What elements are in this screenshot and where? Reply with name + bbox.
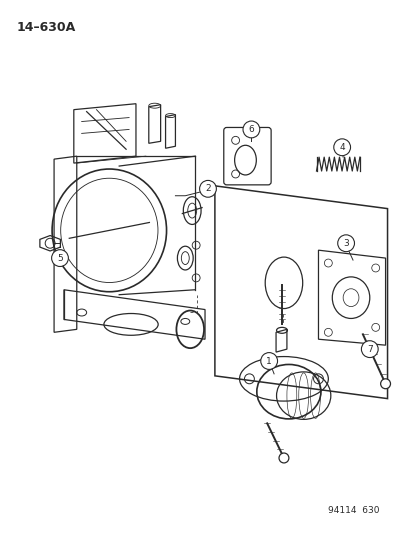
Circle shape	[278, 453, 288, 463]
Text: 14–630A: 14–630A	[17, 21, 76, 34]
Text: 6: 6	[248, 125, 254, 134]
Circle shape	[333, 139, 350, 156]
Text: 3: 3	[342, 239, 348, 248]
Circle shape	[242, 121, 259, 138]
Circle shape	[361, 341, 377, 358]
Circle shape	[260, 353, 277, 369]
Text: 5: 5	[57, 254, 63, 263]
Circle shape	[337, 235, 354, 252]
Circle shape	[52, 249, 68, 266]
Text: 7: 7	[366, 345, 372, 353]
Text: 2: 2	[205, 184, 210, 193]
Text: 4: 4	[339, 143, 344, 152]
Text: 1: 1	[266, 357, 271, 366]
Circle shape	[380, 379, 389, 389]
Text: 94114  630: 94114 630	[328, 506, 379, 515]
Circle shape	[199, 180, 216, 197]
